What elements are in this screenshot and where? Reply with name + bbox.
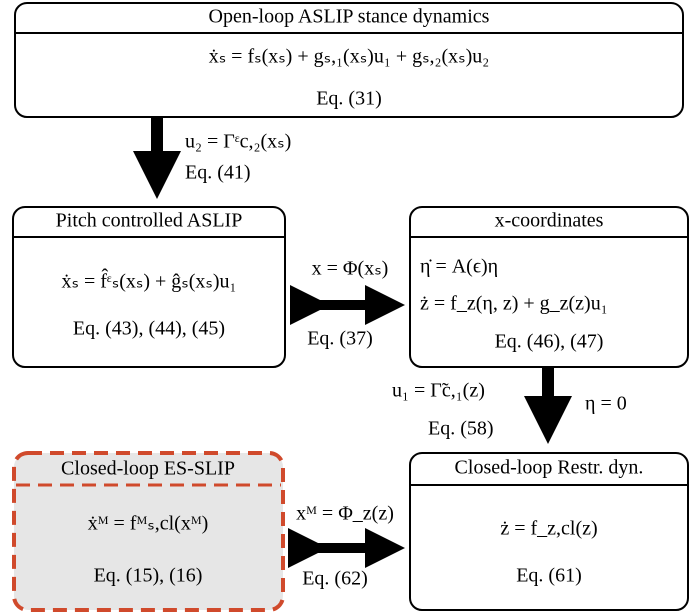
- node-box: [12, 206, 286, 368]
- equation-ref: Eq. (43), (44), (45): [73, 318, 225, 340]
- edge-label: η = 0: [585, 393, 627, 415]
- node-box: [14, 2, 684, 118]
- formula: ż = f_z(η, z) + g_z(z)u₁: [420, 293, 608, 315]
- edge-label: Eq. (58): [428, 418, 494, 440]
- node-title: Pitch controlled ASLIP: [56, 210, 243, 232]
- edge-label: Eq. (37): [307, 328, 373, 350]
- equation-ref: Eq. (15), (16): [94, 565, 203, 587]
- node-title: x-coordinates: [495, 210, 604, 232]
- formula: ẋₛ = f̂ᵋₛ(xₛ) + ĝₛ(xₛ)u₁: [62, 268, 237, 293]
- node-box: [409, 452, 689, 611]
- formula: ẋᴹ = fᴹₛ,cl(xᴹ): [88, 513, 209, 535]
- equation-ref: Eq. (46), (47): [495, 331, 604, 353]
- equation-ref: Eq. (31): [316, 88, 382, 110]
- node-title: Closed-loop ES-SLIP: [61, 458, 235, 480]
- edge-label: x = Φ(xₛ): [312, 258, 389, 280]
- node-title: Closed-loop Restr. dyn.: [455, 457, 644, 479]
- equation-ref: Eq. (61): [516, 565, 582, 587]
- edge-label: u₁ = Γ̃c,₁(z): [392, 380, 485, 402]
- edge-label: xᴹ = Φ_z(z): [296, 503, 394, 525]
- formula: ẋₛ = fₛ(xₛ) + gₛ,₁(xₛ)u₁ + gₛ,₂(xₛ)u₂: [209, 46, 490, 68]
- formula: η̇ = A(ϵ)η: [420, 256, 498, 278]
- edge-label: Eq. (41): [185, 162, 251, 184]
- node-box-highlighted: [12, 451, 285, 612]
- edge-label: Eq. (62): [302, 568, 368, 590]
- edge-label: u₂ = Γᵋc,₂(xₛ): [185, 131, 291, 153]
- node-title: Open-loop ASLIP stance dynamics: [209, 6, 490, 28]
- formula: ż = f_z,cl(z): [500, 518, 597, 540]
